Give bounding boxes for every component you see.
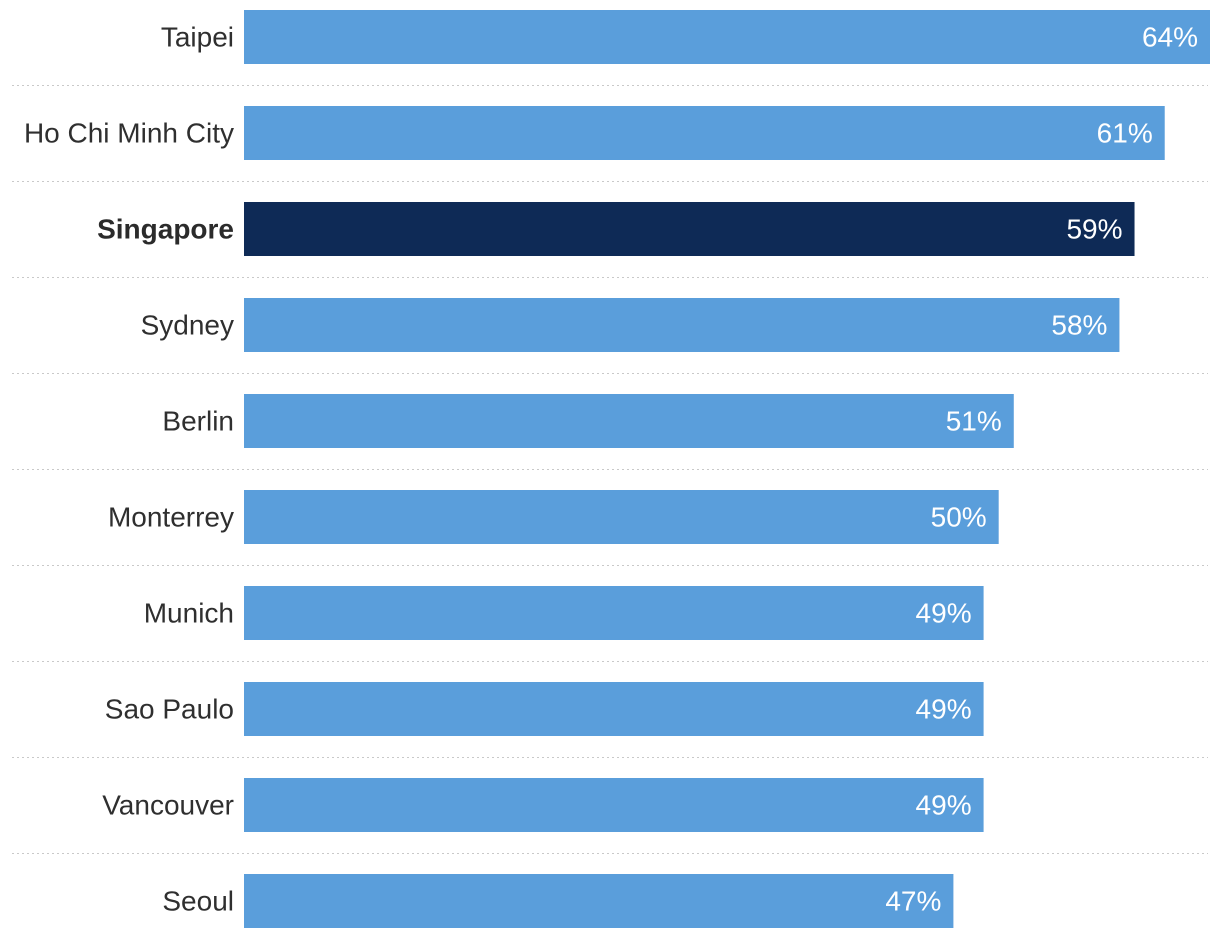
bar-berlin <box>244 394 1014 448</box>
category-label: Munich <box>144 598 234 629</box>
value-label: 58% <box>1051 310 1107 341</box>
bar-vancouver <box>244 778 984 832</box>
value-label: 49% <box>916 790 972 821</box>
bar-monterrey <box>244 490 999 544</box>
value-label: 64% <box>1142 22 1198 53</box>
category-label: Ho Chi Minh City <box>24 118 234 149</box>
bar-ho-chi-minh-city <box>244 106 1165 160</box>
category-label: Singapore <box>97 214 234 245</box>
value-label: 49% <box>916 598 972 629</box>
category-label: Sydney <box>141 310 234 341</box>
category-label: Vancouver <box>102 790 234 821</box>
bar-munich <box>244 586 984 640</box>
value-label: 50% <box>931 502 987 533</box>
bar-sydney <box>244 298 1120 352</box>
category-label: Berlin <box>162 406 234 437</box>
bar-seoul <box>244 874 954 928</box>
value-label: 51% <box>946 406 1002 437</box>
category-label: Taipei <box>161 22 234 53</box>
category-label: Seoul <box>162 886 234 917</box>
category-label: Sao Paulo <box>105 694 234 725</box>
value-label: 47% <box>885 886 941 917</box>
bar-singapore <box>244 202 1135 256</box>
bar-sao-paulo <box>244 682 984 736</box>
category-label: Monterrey <box>108 502 234 533</box>
value-label: 49% <box>916 694 972 725</box>
bar-taipei <box>244 10 1210 64</box>
value-label: 61% <box>1097 118 1153 149</box>
value-label: 59% <box>1066 214 1122 245</box>
